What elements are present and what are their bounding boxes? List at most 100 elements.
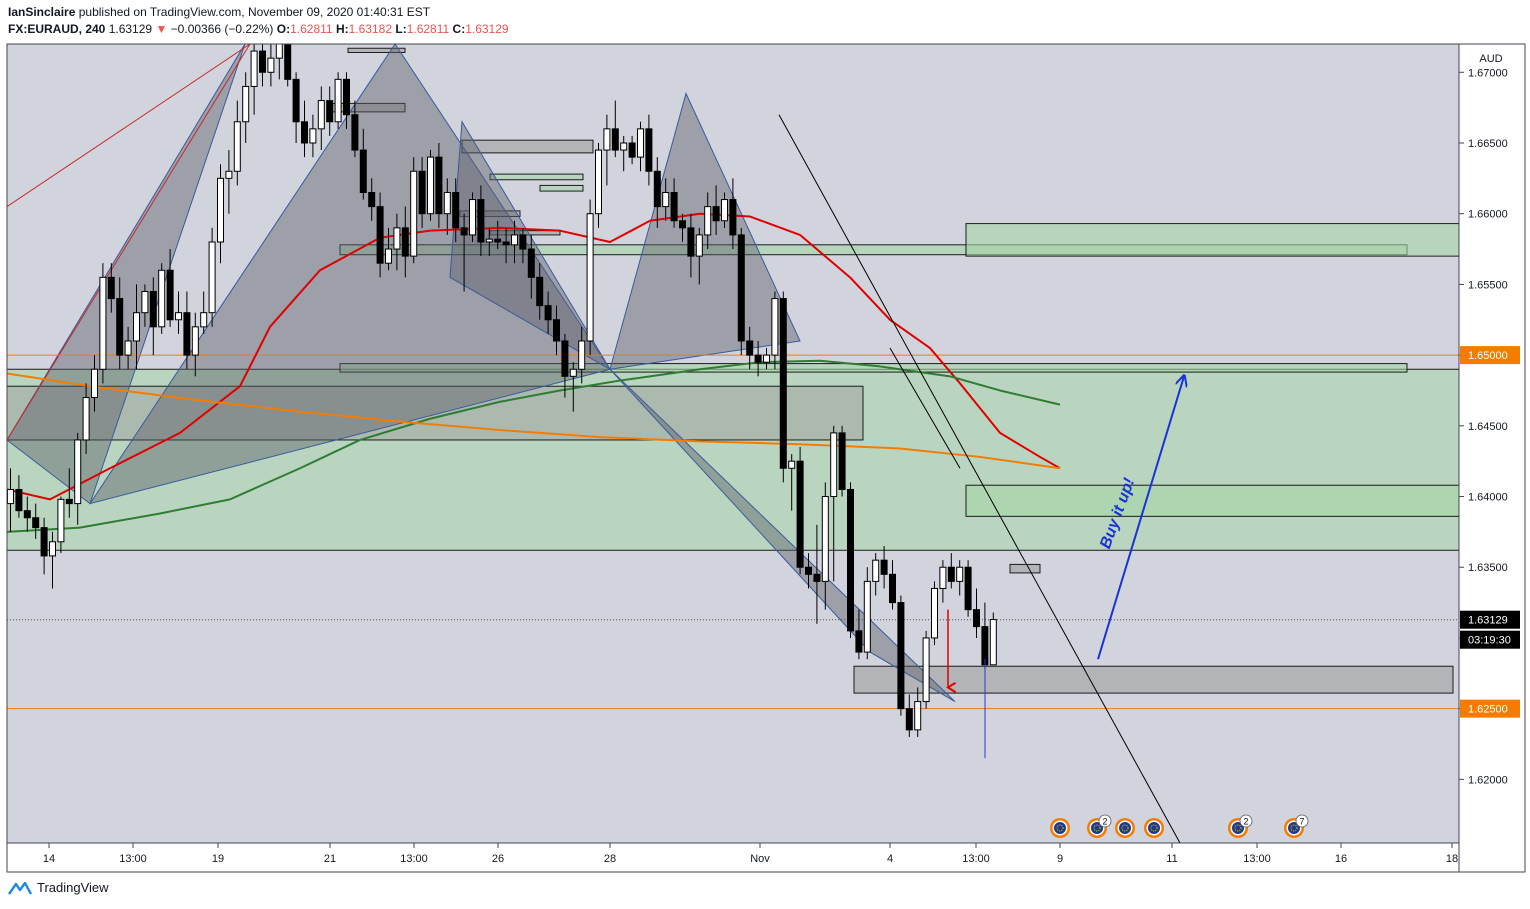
candle-55[interactable] (469, 192, 476, 242)
candle-3[interactable] (32, 503, 40, 539)
candle-38[interactable] (326, 86, 334, 136)
candle-106[interactable] (897, 595, 905, 716)
candle-68[interactable] (578, 326, 586, 384)
candle-70[interactable] (595, 142, 602, 228)
candle-77[interactable] (653, 157, 661, 228)
candle-46[interactable] (393, 213, 401, 271)
gray-zone-12[interactable] (459, 210, 521, 218)
candle-76[interactable] (645, 114, 653, 186)
candle-84[interactable] (712, 185, 720, 235)
gray-zone-1[interactable] (7, 385, 864, 441)
candle-66[interactable] (561, 333, 569, 398)
candle-50[interactable] (427, 150, 434, 221)
green-zone-3[interactable] (339, 363, 1408, 373)
candle-61[interactable] (519, 227, 527, 264)
descending-trendline[interactable] (778, 114, 1181, 843)
candle-49[interactable] (418, 157, 426, 228)
candle-65[interactable] (553, 305, 560, 356)
candle-107[interactable] (905, 694, 913, 737)
candle-104[interactable] (880, 546, 888, 589)
ma-orange-line[interactable] (7, 372, 1061, 470)
candle-53[interactable] (452, 178, 460, 242)
gray-zone-14[interactable] (1009, 563, 1041, 574)
candle-8[interactable] (74, 432, 82, 525)
event-flag-icon-3[interactable] (1144, 818, 1164, 838)
time-axis[interactable]: 14 13:00 19 21 13:00 26 28 Nov 4 13:00 9 11 13:00 16 1… (43, 843, 1458, 865)
event-flag-icon-2[interactable] (1115, 818, 1135, 838)
candle-7[interactable] (65, 468, 73, 518)
candle-33[interactable] (284, 37, 292, 87)
green-zone-10[interactable] (489, 173, 584, 181)
event-flag-icon-5[interactable]: 7 (1284, 814, 1309, 838)
candle-81[interactable] (687, 213, 695, 278)
green-zone-4[interactable] (965, 223, 1459, 257)
candle-18[interactable] (158, 263, 166, 334)
candle-117[interactable] (989, 612, 997, 666)
candle-12[interactable] (107, 263, 115, 313)
drawings-layer[interactable] (778, 114, 1184, 843)
candle-25[interactable] (217, 164, 224, 264)
gray-zone-7[interactable] (461, 139, 594, 154)
candle-39[interactable] (334, 72, 342, 129)
candle-9[interactable] (82, 383, 90, 455)
candle-64[interactable] (544, 291, 552, 334)
candle-102[interactable] (863, 567, 871, 660)
candle-14[interactable] (124, 326, 132, 370)
candle-99[interactable] (838, 425, 846, 497)
candle-5[interactable] (49, 531, 56, 589)
candle-95[interactable] (805, 553, 812, 589)
candle-101[interactable] (855, 609, 863, 660)
candle-60[interactable] (511, 220, 518, 264)
candle-35[interactable] (301, 100, 308, 158)
candle-115[interactable] (973, 588, 980, 638)
candle-94[interactable] (796, 447, 804, 575)
candle-19[interactable] (166, 249, 174, 327)
candle-96[interactable] (813, 524, 821, 624)
candle-87[interactable] (737, 227, 745, 356)
candle-6[interactable] (57, 496, 65, 554)
candle-112[interactable] (947, 553, 955, 589)
candles-layer[interactable] (7, 30, 997, 737)
candle-48[interactable] (410, 157, 418, 264)
candle-114[interactable] (964, 560, 972, 617)
pattern-edge-upper[interactable] (7, 44, 251, 208)
event-flag-icon-4[interactable]: 2 (1228, 814, 1253, 838)
candle-57[interactable] (485, 227, 493, 257)
footer-brand[interactable]: TradingView (8, 880, 109, 895)
candle-110[interactable] (931, 581, 938, 646)
candle-83[interactable] (704, 192, 712, 250)
candle-16[interactable] (141, 284, 149, 327)
candle-27[interactable] (233, 100, 241, 186)
candle-36[interactable] (309, 114, 317, 158)
secondary-trendline[interactable] (889, 347, 961, 469)
candle-78[interactable] (662, 178, 670, 221)
candle-85[interactable] (721, 192, 728, 228)
events-layer[interactable]: 2 2 7 (1050, 814, 1309, 838)
candle-86[interactable] (729, 178, 737, 250)
pattern-triangle-1[interactable] (88, 44, 611, 505)
candle-52[interactable] (443, 178, 451, 235)
candle-43[interactable] (368, 178, 376, 221)
pattern-edge-lower[interactable] (7, 44, 251, 441)
candle-73[interactable] (620, 135, 628, 172)
event-flag-icon-1[interactable]: 2 (1087, 814, 1112, 838)
symbol-label[interactable]: FX:EURAUD, 240 (8, 22, 106, 36)
candle-34[interactable] (292, 72, 300, 143)
candle-91[interactable] (771, 291, 779, 370)
candle-26[interactable] (225, 150, 233, 214)
candle-29[interactable] (250, 30, 258, 115)
candle-42[interactable] (359, 128, 367, 200)
gray-zone-9[interactable] (347, 47, 406, 53)
candle-93[interactable] (788, 454, 796, 511)
candle-103[interactable] (872, 553, 880, 596)
candle-32[interactable] (275, 30, 283, 80)
candle-69[interactable] (586, 199, 594, 356)
candle-58[interactable] (494, 220, 502, 250)
candle-97[interactable] (821, 482, 829, 610)
candle-28[interactable] (242, 72, 250, 143)
candle-1[interactable] (15, 475, 23, 518)
candle-15[interactable] (133, 284, 140, 370)
candle-22[interactable] (191, 312, 199, 377)
author-name[interactable]: IanSinclaire (8, 5, 76, 19)
candle-17[interactable] (149, 277, 157, 356)
